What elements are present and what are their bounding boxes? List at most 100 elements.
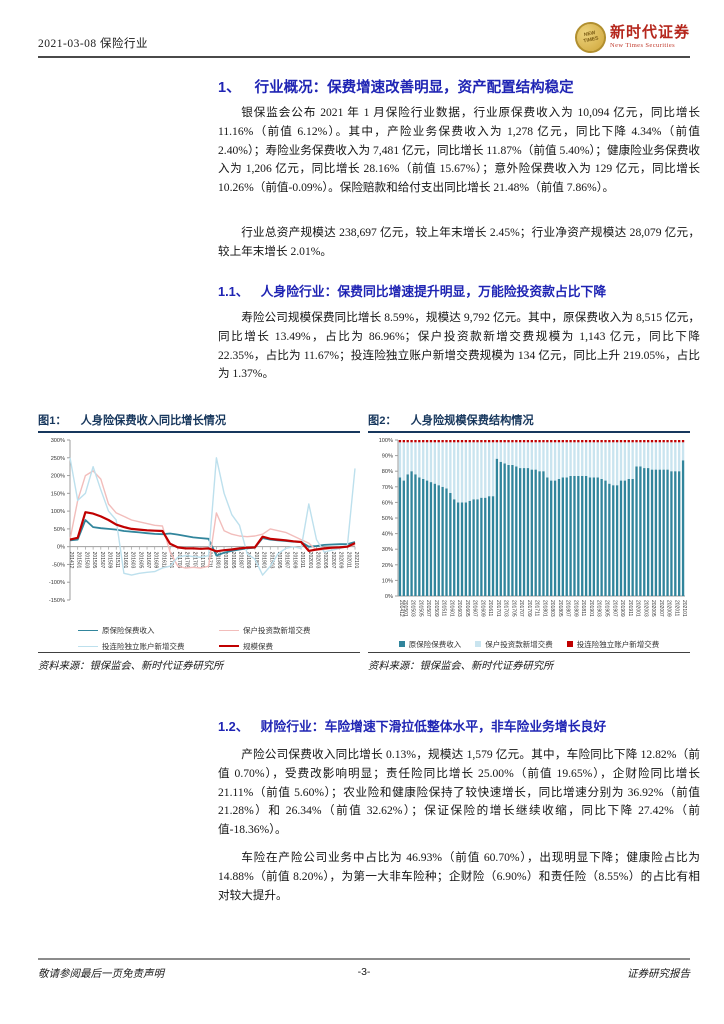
section-1-1-title: 人身险行业：保费同比增速提升明显，万能险投资款占比下降 — [260, 284, 607, 299]
figure-2-title: 人身险规模保费结构情况 — [410, 415, 534, 427]
svg-text:201507: 201507 — [425, 600, 431, 617]
svg-text:201803: 201803 — [549, 600, 555, 617]
svg-text:201907: 201907 — [284, 552, 290, 569]
svg-text:300%: 300% — [51, 438, 65, 444]
svg-text:201709: 201709 — [526, 600, 532, 617]
svg-text:201412: 201412 — [68, 552, 74, 569]
figure-1: 图1： 人身险保费收入同比增长情况 300% 250% 200% 150% 100% 50… — [38, 412, 360, 672]
svg-text:201711: 201711 — [534, 600, 540, 617]
section-1-title: 行业概况：保费增速改善明显，资产配置结构稳定 — [254, 80, 574, 96]
svg-text:201511: 201511 — [114, 552, 120, 569]
svg-text:201601: 201601 — [122, 552, 128, 569]
legend-line-swatch — [219, 629, 239, 631]
svg-text:201601: 201601 — [448, 600, 454, 617]
svg-text:201807: 201807 — [237, 552, 243, 569]
svg-text:202101: 202101 — [353, 552, 359, 569]
legend-item: 原保险保费收入 — [398, 639, 461, 650]
svg-text:201605: 201605 — [464, 600, 470, 617]
svg-text:202001: 202001 — [307, 552, 313, 569]
svg-text:201909: 201909 — [619, 600, 625, 617]
svg-text:201501: 201501 — [76, 552, 82, 569]
svg-text:201905: 201905 — [276, 552, 282, 569]
svg-text:201509: 201509 — [107, 552, 113, 569]
svg-text:201503: 201503 — [83, 552, 89, 569]
section-1-2-paragraph-1: 产险公司保费收入同比增长 0.13%，规模达 1,579 亿元。其中，车险同比下… — [218, 748, 700, 837]
svg-text:10%: 10% — [382, 578, 393, 584]
figure-1-label: 图1： — [38, 415, 67, 427]
legend-square-swatch — [398, 641, 405, 647]
svg-text:201805: 201805 — [557, 600, 563, 617]
svg-text:201701: 201701 — [495, 600, 501, 617]
svg-text:201705: 201705 — [510, 600, 516, 617]
logo-name-en: New Times Securities — [609, 41, 676, 49]
legend-item: 保户投资款新增交费 — [219, 624, 360, 636]
figure-2-label: 图2： — [368, 415, 397, 427]
svg-text:201805: 201805 — [230, 552, 236, 569]
svg-text:202009: 202009 — [338, 552, 344, 569]
svg-text:201607: 201607 — [145, 552, 151, 569]
svg-text:202007: 202007 — [658, 600, 664, 617]
svg-text:70%: 70% — [382, 485, 393, 491]
svg-text:202005: 202005 — [322, 552, 328, 569]
svg-text:201607: 201607 — [472, 600, 478, 617]
svg-text:201909: 201909 — [291, 552, 297, 569]
legend-item: 投连险独立账户新增交费 — [78, 640, 219, 652]
section-1-1-paragraph-1: 寿险公司规模保费同比增长 8.59%，规模达 9,792 亿元。其中，原保费收入… — [218, 311, 700, 381]
section-1-number: 1、 — [218, 80, 241, 96]
svg-text:201707: 201707 — [191, 552, 197, 569]
section-1-1-number: 1.1、 — [218, 284, 249, 299]
svg-text:201603: 201603 — [456, 600, 462, 617]
footer-disclaimer: 敬请参阅最后一页免责声明 — [38, 969, 164, 980]
svg-text:201809: 201809 — [573, 600, 579, 617]
svg-text:201609: 201609 — [153, 552, 159, 569]
svg-text:201507: 201507 — [99, 552, 105, 569]
svg-text:201505: 201505 — [91, 552, 97, 569]
legend-line-swatch — [78, 629, 98, 631]
svg-text:150%: 150% — [51, 491, 65, 497]
svg-text:50%: 50% — [54, 527, 65, 533]
svg-text:200%: 200% — [51, 474, 65, 480]
svg-text:201703: 201703 — [503, 600, 509, 617]
svg-text:202011: 202011 — [673, 600, 679, 617]
figure-2-caption: 图2： 人身险规模保费结构情况 — [368, 412, 690, 433]
section-1-heading: 1、 行业概况：保费增速改善明显，资产配置结构稳定 — [218, 76, 700, 97]
figure-1-title: 人身险保费收入同比增长情况 — [80, 415, 227, 427]
svg-text:50%: 50% — [382, 516, 393, 522]
svg-text:90%: 90% — [382, 454, 393, 460]
legend-item: 投连险独立账户新增交费 — [566, 639, 659, 650]
svg-text:201511: 201511 — [441, 600, 447, 617]
svg-text:201609: 201609 — [479, 600, 485, 617]
svg-text:201705: 201705 — [184, 552, 190, 569]
svg-text:201501: 201501 — [402, 600, 408, 617]
section-1-2-title: 财险行业：车险增速下滑拉低整体水平，非车险业务增长良好 — [260, 719, 607, 734]
legend-item: 保户投资款新增交费 — [475, 639, 553, 650]
figure-1-source: 资料来源：银保监会、新时代证券研究所 — [38, 652, 360, 672]
svg-text:201703: 201703 — [176, 552, 182, 569]
svg-text:201911: 201911 — [299, 552, 305, 569]
legend-line-swatch — [78, 645, 98, 647]
svg-text:201809: 201809 — [245, 552, 251, 569]
svg-text:100%: 100% — [51, 509, 65, 515]
svg-text:-100%: -100% — [49, 580, 65, 586]
svg-text:-150%: -150% — [49, 598, 65, 604]
figure-1-caption: 图1： 人身险保费收入同比增长情况 — [38, 412, 360, 433]
figure-2-source: 资料来源：银保监会、新时代证券研究所 — [368, 652, 690, 672]
company-seal-icon: NEW TIMES — [572, 19, 609, 56]
figure-2-bar-chart: 100% 90% 80% 70% 60% 50% 40% 30% 20% 10% 0% 201412 2… — [368, 435, 690, 636]
figure-1-legend: 原保险保费收入 保户投资款新增交费 投连险独立账户新增交费 规模保费 — [38, 622, 360, 652]
svg-text:201707: 201707 — [518, 600, 524, 617]
legend-square-swatch — [566, 641, 573, 647]
svg-text:201811: 201811 — [580, 600, 586, 617]
svg-text:202001: 202001 — [635, 600, 641, 617]
svg-text:201907: 201907 — [611, 600, 617, 617]
svg-text:80%: 80% — [382, 469, 393, 475]
legend-item: 规模保费 — [219, 640, 360, 652]
svg-text:-50%: -50% — [52, 562, 65, 568]
svg-text:202003: 202003 — [642, 600, 648, 617]
figure-2: 图2： 人身险规模保费结构情况 100% 90% 80% 70% 60% 50% 40% 30… — [368, 412, 690, 672]
svg-text:201901: 201901 — [261, 552, 267, 569]
svg-text:201611: 201611 — [487, 600, 493, 617]
svg-text:201905: 201905 — [604, 600, 610, 617]
svg-text:201611: 201611 — [160, 552, 166, 569]
